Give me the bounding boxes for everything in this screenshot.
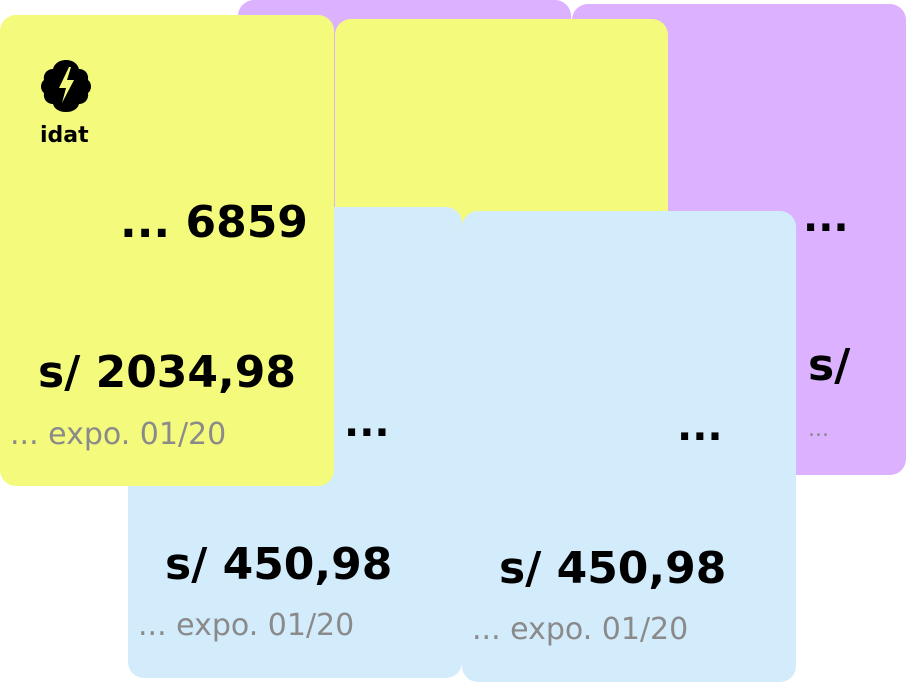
card-blue-b[interactable]: ... s/ 450,98 ... expo. 01/20 bbox=[462, 211, 796, 682]
card-balance: s/ 2034,98 bbox=[38, 347, 296, 398]
card-number-masked: ... bbox=[803, 195, 849, 241]
card-balance: s/ 450,98 bbox=[165, 539, 393, 590]
card-expiry: ... bbox=[808, 417, 829, 442]
card-expiry: ... expo. 01/20 bbox=[138, 608, 355, 643]
card-expiry: ... expo. 01/20 bbox=[10, 417, 227, 452]
card-expiry: ... expo. 01/20 bbox=[472, 612, 689, 647]
card-number-masked: ... bbox=[344, 400, 390, 446]
card-number-masked: ... bbox=[677, 404, 723, 450]
brain-bolt-icon bbox=[41, 60, 91, 112]
card-yellow-main[interactable]: idat ... 6859 s/ 2034,98 ... expo. 01/20 bbox=[0, 15, 334, 486]
card-number-masked: ... 6859 bbox=[120, 197, 308, 248]
card-balance: s/ 450,98 bbox=[499, 543, 727, 594]
brand-name: idat bbox=[40, 123, 89, 148]
card-balance: s/ bbox=[808, 340, 851, 391]
brand-logo: idat bbox=[40, 57, 96, 153]
